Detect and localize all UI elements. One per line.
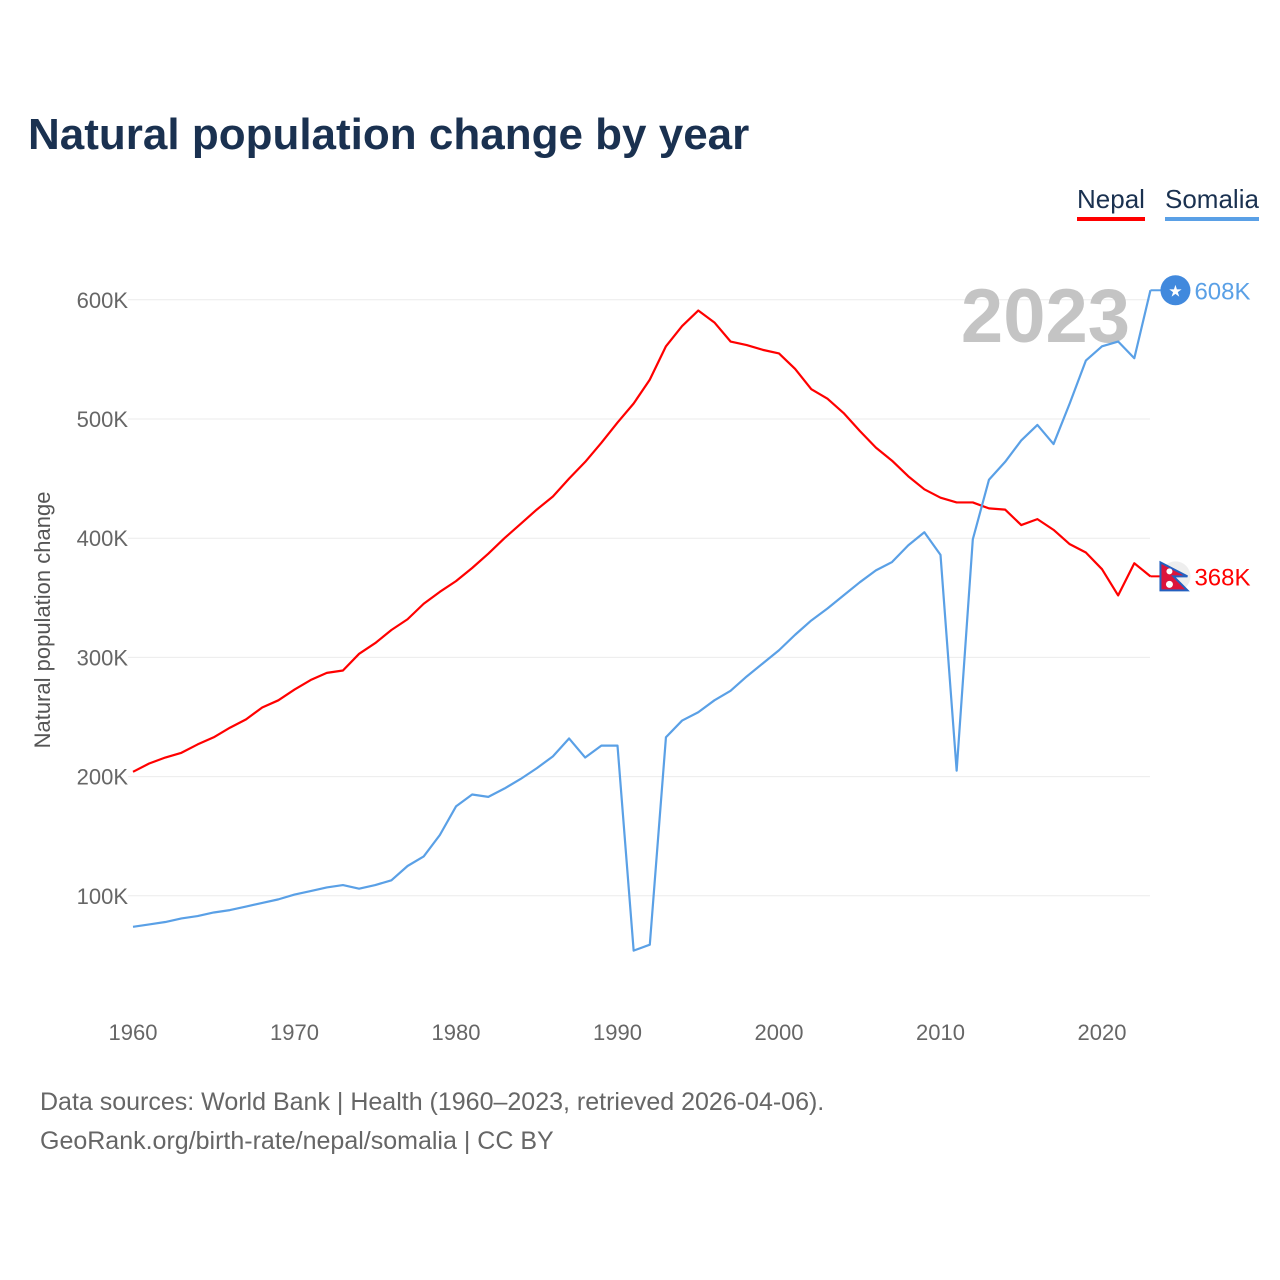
series-line-nepal[interactable]	[132, 309, 1152, 773]
chart-title: Natural population change by year	[28, 110, 750, 159]
end-value-label: 368K	[1194, 564, 1250, 591]
y-tick-label: 100K	[77, 884, 129, 909]
x-tick-label: 1980	[432, 1020, 481, 1045]
y-tick-label: 600K	[77, 288, 129, 313]
svg-text:★: ★	[1168, 283, 1182, 300]
end-value-label: 608K	[1194, 278, 1250, 305]
y-tick-label: 200K	[77, 765, 129, 790]
y-axis-label: Natural population change	[30, 492, 55, 749]
x-tick-label: 2000	[755, 1020, 804, 1045]
y-tick-label: 400K	[77, 526, 129, 551]
x-tick-label: 2020	[1078, 1020, 1127, 1045]
footer-sources: Data sources: World Bank | Health (1960–…	[40, 1088, 825, 1116]
nepal-flag-icon	[1159, 560, 1191, 592]
legend-item-nepal[interactable]: Nepal	[1077, 184, 1145, 221]
x-tick-label: 2010	[916, 1020, 965, 1045]
somalia-flag-icon: ★	[1160, 275, 1191, 306]
footer-attribution: GeoRank.org/birth-rate/nepal/somalia | C…	[40, 1127, 554, 1155]
series-line-somalia[interactable]	[132, 290, 1152, 952]
x-tick-label: 1960	[109, 1020, 158, 1045]
current-year-label: 2023	[961, 274, 1130, 359]
legend-item-somalia[interactable]: Somalia	[1165, 184, 1259, 221]
x-tick-label: 1970	[270, 1020, 319, 1045]
x-tick-label: 1990	[593, 1020, 642, 1045]
y-tick-label: 300K	[77, 645, 129, 670]
y-tick-label: 500K	[77, 407, 129, 432]
